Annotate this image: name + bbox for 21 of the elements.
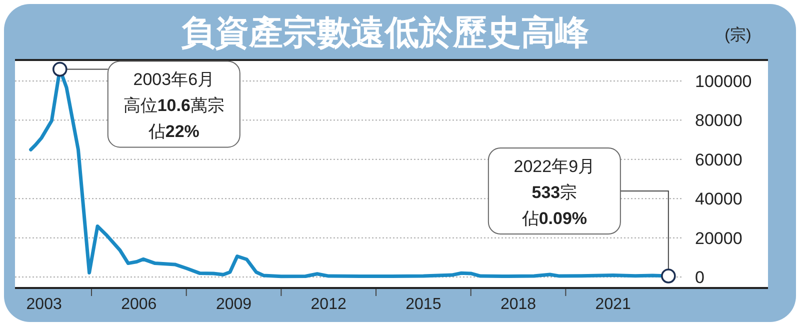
y-axis-title: (宗) bbox=[724, 26, 752, 44]
x-tick-label: 2009 bbox=[216, 296, 252, 313]
annotation: 佔22% bbox=[147, 122, 200, 142]
x-tick-label: 2003 bbox=[26, 296, 62, 313]
annotation: 533宗 bbox=[532, 182, 578, 202]
x-tick-label: 2015 bbox=[406, 296, 442, 313]
y-tick-label: 0 bbox=[695, 268, 704, 288]
y-tick-label: 80000 bbox=[695, 111, 742, 130]
y-tick-label: 20000 bbox=[695, 228, 742, 248]
annotation: 2003年6月 bbox=[133, 70, 215, 90]
annotation: 2022年9月 bbox=[514, 156, 596, 176]
annotation: 高位10.6萬宗 bbox=[123, 96, 224, 116]
x-tick-label: 2006 bbox=[121, 296, 157, 313]
y-tick-label: 60000 bbox=[695, 150, 742, 170]
x-tick-label: 2021 bbox=[595, 296, 631, 313]
annotation: 佔0.09% bbox=[520, 208, 588, 228]
x-tick-label: 2018 bbox=[500, 296, 536, 313]
y-tick-label: 100000 bbox=[695, 72, 752, 91]
x-tick-label: 2012 bbox=[310, 296, 346, 313]
chart-title: 負資產宗數遠低於歷史高峰 bbox=[181, 14, 589, 52]
y-tick-label: 40000 bbox=[695, 190, 742, 209]
